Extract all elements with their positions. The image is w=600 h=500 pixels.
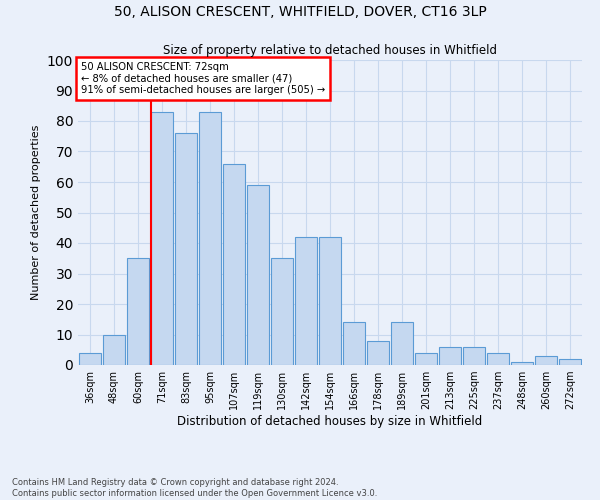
Bar <box>103 334 125 365</box>
Bar <box>151 112 173 365</box>
Bar <box>559 359 581 365</box>
Bar <box>127 258 149 365</box>
Bar <box>295 237 317 365</box>
X-axis label: Distribution of detached houses by size in Whitfield: Distribution of detached houses by size … <box>178 415 482 428</box>
Bar <box>511 362 533 365</box>
Text: 50 ALISON CRESCENT: 72sqm
← 8% of detached houses are smaller (47)
91% of semi-d: 50 ALISON CRESCENT: 72sqm ← 8% of detach… <box>80 62 325 94</box>
Bar <box>439 346 461 365</box>
Bar <box>463 346 485 365</box>
Bar <box>535 356 557 365</box>
Bar <box>247 185 269 365</box>
Text: 50, ALISON CRESCENT, WHITFIELD, DOVER, CT16 3LP: 50, ALISON CRESCENT, WHITFIELD, DOVER, C… <box>113 5 487 19</box>
Bar <box>319 237 341 365</box>
Bar <box>271 258 293 365</box>
Text: Contains HM Land Registry data © Crown copyright and database right 2024.
Contai: Contains HM Land Registry data © Crown c… <box>12 478 377 498</box>
Title: Size of property relative to detached houses in Whitfield: Size of property relative to detached ho… <box>163 44 497 58</box>
Bar <box>199 112 221 365</box>
Y-axis label: Number of detached properties: Number of detached properties <box>31 125 41 300</box>
Bar <box>343 322 365 365</box>
Bar <box>391 322 413 365</box>
Bar <box>487 353 509 365</box>
Bar <box>367 340 389 365</box>
Bar <box>175 133 197 365</box>
Bar <box>223 164 245 365</box>
Bar <box>415 353 437 365</box>
Bar <box>79 353 101 365</box>
